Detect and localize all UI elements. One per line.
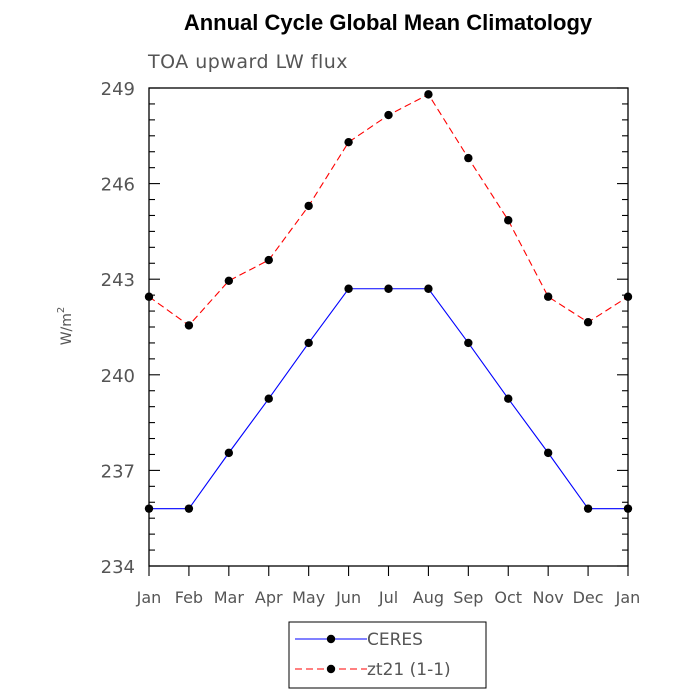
x-tick-label: Mar [214,588,245,607]
series-zt21-1-1 [144,90,633,330]
data-point [264,394,273,403]
data-point [424,284,433,293]
chart-subtitle: TOA upward LW flux [147,51,348,73]
x-tick-label: Sep [453,588,483,607]
y-tick-label: 243 [101,270,135,291]
data-point [464,338,473,348]
data-point [504,216,513,225]
y-axis-label-unit: W/m [59,313,75,345]
data-point [224,276,234,285]
y-tick-label: 240 [101,366,135,387]
data-point [264,255,273,265]
data-point [304,201,313,211]
legend-marker [326,664,336,674]
plot-frame [148,87,629,567]
series-layer [144,90,633,513]
y-tick-label: 249 [101,79,135,100]
x-tick-label: Feb [175,588,203,607]
x-tick-label: Jul [378,588,398,607]
x-tick-label: May [292,588,325,607]
y-axis-label-superscript: 2 [56,307,67,313]
legend-box [288,621,487,689]
data-point [583,318,593,327]
data-point [344,137,353,147]
plot-border [148,87,629,567]
legend-label: zt21 (1-1) [367,660,451,680]
chart-legend: CERES zt21 (1-1) [288,621,487,689]
data-point [424,90,433,99]
data-point [144,504,154,513]
data-point [464,153,473,163]
data-point [224,448,234,458]
data-point [623,292,633,301]
x-tick-label: Jan [615,588,641,607]
data-point [504,394,513,403]
data-point [384,284,393,293]
legend-marker [326,634,336,644]
data-point [184,321,194,330]
y-axis-ticks: 234 237 240 243 246 249 [101,79,628,578]
x-tick-label: Oct [494,588,522,607]
legend-label: CERES [367,630,423,650]
data-point [384,110,393,120]
x-tick-label: Nov [533,588,564,607]
data-point [583,504,593,513]
data-point [344,284,353,293]
series-ceres [144,284,633,513]
x-tick-label: Jun [335,588,361,607]
data-point [184,504,194,513]
data-point [304,338,313,348]
data-point [543,292,553,301]
y-tick-label: 237 [101,461,135,482]
x-axis-ticks: Jan Feb Mar Apr May Jun Jul Aug Sep Oct Nov Dec Jan [136,566,641,607]
x-tick-label: Jan [136,588,162,607]
data-point [144,292,154,301]
chart-title: Annual Cycle Global Mean Climatology [184,10,593,35]
series-line [149,288,628,510]
y-tick-label: 246 [101,175,135,196]
data-point [623,504,633,513]
data-point [543,448,553,458]
y-axis-label: W/m2 [56,307,75,346]
y-tick-label: 234 [101,557,135,578]
x-tick-label: Dec [573,588,604,607]
x-tick-label: Apr [255,588,283,607]
x-tick-label: Aug [413,588,444,607]
